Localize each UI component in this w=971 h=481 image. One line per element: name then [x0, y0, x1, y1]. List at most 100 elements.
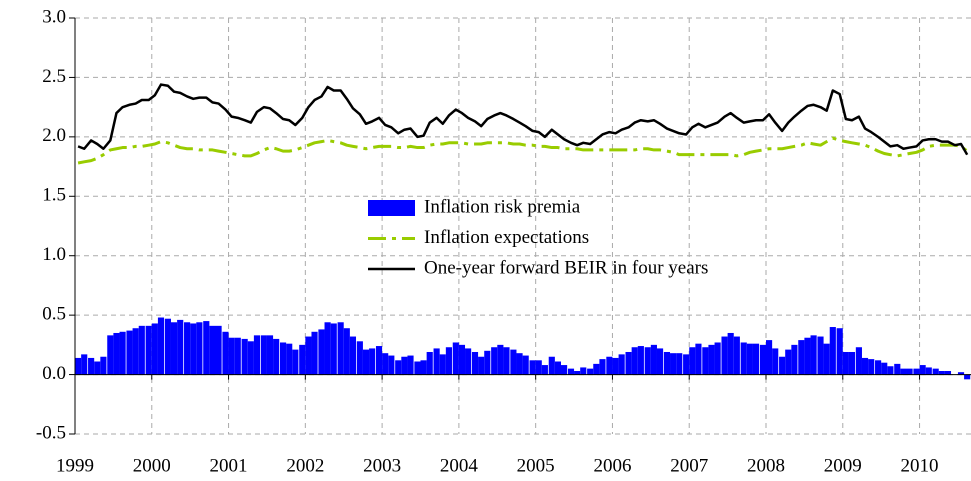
x-tick-label: 2006: [593, 455, 631, 476]
bar: [752, 343, 760, 375]
bar: [330, 323, 337, 375]
bar: [119, 331, 126, 375]
bar: [349, 336, 357, 375]
bar: [625, 351, 632, 375]
bar: [906, 368, 913, 375]
bar: [804, 337, 811, 375]
bar: [535, 360, 542, 375]
bar: [759, 344, 767, 375]
bar: [689, 347, 696, 375]
bar: [522, 355, 529, 375]
x-tick-label: 2001: [210, 455, 248, 476]
bar: [574, 371, 581, 375]
y-tick-label: 3.0: [42, 6, 66, 27]
bar: [829, 327, 836, 375]
bar: [75, 357, 82, 375]
bar: [81, 354, 88, 375]
bar: [944, 371, 952, 375]
bar: [875, 360, 882, 375]
bar: [292, 349, 299, 375]
bar: [656, 348, 664, 375]
bar: [324, 322, 331, 375]
bar: [215, 325, 222, 375]
bar: [222, 331, 229, 375]
bar: [817, 336, 824, 375]
bar: [414, 361, 421, 375]
bar: [107, 335, 114, 375]
bar: [484, 350, 491, 375]
bar: [177, 319, 184, 375]
bar: [234, 337, 241, 375]
bar: [836, 328, 843, 375]
bar: [503, 347, 510, 375]
bar: [209, 325, 216, 375]
bar: [670, 353, 677, 375]
bar: [644, 347, 651, 375]
bar: [746, 343, 753, 375]
bar: [478, 356, 485, 375]
bar: [791, 344, 798, 375]
bar: [184, 322, 191, 375]
bar: [855, 347, 862, 375]
bar: [785, 349, 792, 375]
x-tick-label: 2010: [901, 455, 939, 476]
bar: [580, 367, 587, 375]
bar: [145, 325, 152, 375]
bar: [491, 347, 498, 375]
bar: [766, 340, 773, 375]
legend-label: Inflation expectations: [424, 227, 589, 248]
bar: [126, 330, 133, 375]
bar: [631, 347, 638, 375]
bar: [228, 337, 235, 375]
bar: [88, 357, 95, 375]
bar: [587, 368, 594, 375]
bar: [260, 335, 267, 375]
y-tick-label: 2.5: [42, 66, 66, 87]
legend-swatch: [368, 200, 415, 216]
bar: [925, 367, 932, 375]
bar: [842, 351, 849, 375]
bar: [497, 344, 504, 375]
bar: [132, 328, 139, 375]
bar: [868, 359, 875, 375]
bar: [861, 357, 869, 375]
bar: [395, 360, 402, 375]
bar: [362, 349, 370, 375]
bar: [810, 335, 817, 375]
bar: [733, 336, 740, 375]
bar: [663, 351, 671, 375]
bar: [938, 371, 945, 375]
bar: [964, 374, 971, 380]
bar: [848, 351, 856, 375]
bar: [727, 332, 734, 375]
bar: [190, 323, 197, 375]
bar: [567, 368, 575, 375]
bar: [798, 340, 805, 375]
bar: [445, 347, 452, 375]
bar: [887, 366, 894, 375]
bar: [279, 342, 287, 375]
bar: [554, 361, 562, 375]
bar: [714, 342, 721, 375]
line: [77, 83, 969, 156]
bar: [894, 363, 901, 375]
bar: [541, 365, 548, 375]
bar: [708, 344, 715, 375]
bar: [100, 356, 107, 375]
bar: [593, 363, 600, 375]
bar: [599, 359, 606, 375]
x-tick-label: 2008: [747, 455, 785, 476]
bar: [401, 356, 408, 375]
bar: [266, 335, 274, 375]
bar: [318, 329, 325, 375]
bar: [650, 344, 657, 375]
y-tick-label: 1.5: [42, 185, 66, 206]
x-tick-label: 2004: [440, 455, 479, 476]
bar: [253, 335, 261, 375]
bar: [369, 348, 376, 375]
y-tick-label: -0.5: [36, 422, 66, 443]
bar: [356, 341, 363, 375]
bar: [433, 348, 440, 375]
y-tick-label: 0.0: [42, 363, 66, 384]
